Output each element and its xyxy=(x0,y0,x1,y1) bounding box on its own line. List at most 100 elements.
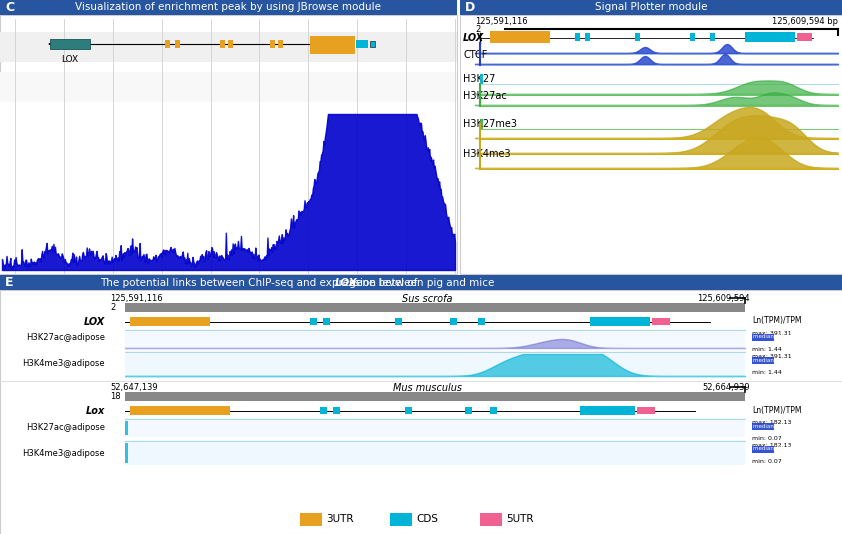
Bar xyxy=(635,33,640,41)
Text: 52,647,139: 52,647,139 xyxy=(110,383,157,392)
Text: median: 46.67: median: 46.67 xyxy=(753,357,793,363)
Text: H3K27ac@adipose: H3K27ac@adipose xyxy=(26,422,105,431)
Text: H3K27me3: H3K27me3 xyxy=(463,119,517,129)
Bar xyxy=(0,32,457,62)
Bar xyxy=(0,15,457,274)
Bar xyxy=(0,102,457,274)
Bar xyxy=(745,32,795,42)
Bar xyxy=(637,407,655,414)
Text: 125,591,116: 125,591,116 xyxy=(475,17,528,26)
Text: min: 0.07: min: 0.07 xyxy=(752,436,781,441)
Bar xyxy=(480,513,502,526)
Text: Ln(TPM)/TPM: Ln(TPM)/TPM xyxy=(752,317,802,326)
Text: 2: 2 xyxy=(475,25,480,34)
Text: H3K4me3@adipose: H3K4me3@adipose xyxy=(23,449,105,458)
Text: min: 0.07: min: 0.07 xyxy=(752,459,781,464)
Text: H3K27ac@adipose: H3K27ac@adipose xyxy=(26,334,105,342)
Text: LOX: LOX xyxy=(83,317,105,327)
Bar xyxy=(175,40,180,48)
Text: max: 182.13: max: 182.13 xyxy=(752,420,791,425)
Bar xyxy=(228,40,233,48)
Text: gene between pig and mice: gene between pig and mice xyxy=(346,278,495,287)
Text: The potential links between ChIP-seq and expression level of: The potential links between ChIP-seq and… xyxy=(100,278,421,287)
Text: max: 391.31: max: 391.31 xyxy=(752,354,791,359)
Bar xyxy=(690,33,695,41)
Bar xyxy=(490,407,497,414)
Bar xyxy=(300,513,322,526)
Text: D: D xyxy=(465,1,475,14)
Bar xyxy=(165,40,170,48)
Bar xyxy=(465,407,472,414)
Bar xyxy=(333,407,340,414)
Bar xyxy=(652,318,670,325)
Bar xyxy=(220,40,225,48)
Bar xyxy=(125,418,745,437)
Text: 3UTR: 3UTR xyxy=(326,514,354,524)
Bar xyxy=(752,446,774,453)
Text: 5UTR: 5UTR xyxy=(506,514,534,524)
Bar xyxy=(125,392,745,401)
Bar xyxy=(125,443,128,463)
Bar xyxy=(270,40,275,48)
Bar xyxy=(0,0,457,15)
Bar xyxy=(460,0,842,15)
Bar xyxy=(370,41,375,47)
Bar xyxy=(323,318,330,325)
Text: LOX: LOX xyxy=(463,33,484,43)
Text: Ln(TPM)/TPM: Ln(TPM)/TPM xyxy=(752,405,802,414)
Bar xyxy=(390,513,412,526)
Text: E: E xyxy=(5,276,13,289)
Text: Mus musculus: Mus musculus xyxy=(393,383,462,393)
Bar xyxy=(125,351,745,376)
Bar xyxy=(320,407,327,414)
Bar xyxy=(480,119,483,129)
Bar xyxy=(580,406,635,415)
Text: 125,609,594 bp: 125,609,594 bp xyxy=(772,17,838,26)
Bar xyxy=(797,33,812,41)
Bar xyxy=(0,275,842,290)
Bar xyxy=(130,317,210,326)
Text: median: 46.67: median: 46.67 xyxy=(753,334,793,340)
Bar xyxy=(125,329,745,348)
Bar xyxy=(585,33,590,41)
Bar xyxy=(405,407,412,414)
Text: H3K27: H3K27 xyxy=(463,74,495,84)
Bar xyxy=(752,423,774,430)
Bar xyxy=(125,440,745,465)
Text: Lox: Lox xyxy=(86,406,105,416)
Bar xyxy=(752,334,774,341)
Text: 2: 2 xyxy=(110,303,115,312)
Text: 52,664,939: 52,664,939 xyxy=(702,383,750,392)
Text: median: 23.15: median: 23.15 xyxy=(753,423,793,428)
Bar xyxy=(752,357,774,364)
Bar xyxy=(395,318,402,325)
Text: CDS: CDS xyxy=(416,514,438,524)
Bar xyxy=(460,15,842,274)
Text: LOX: LOX xyxy=(335,278,358,287)
Text: min: 1.44: min: 1.44 xyxy=(752,347,782,352)
Bar xyxy=(278,40,283,48)
Text: LOX: LOX xyxy=(61,55,78,64)
Bar xyxy=(50,39,90,49)
Text: 125,609,594: 125,609,594 xyxy=(697,294,750,303)
Bar xyxy=(310,36,355,54)
Text: median: 23.15: median: 23.15 xyxy=(753,446,793,452)
Text: Visualization of enrichment peak by using JBrowse module: Visualization of enrichment peak by usin… xyxy=(75,3,381,12)
Bar xyxy=(125,303,745,312)
Bar xyxy=(480,74,483,84)
Text: 125,591,116: 125,591,116 xyxy=(110,294,163,303)
Bar xyxy=(0,72,457,102)
Text: max: 182.13: max: 182.13 xyxy=(752,443,791,448)
Bar xyxy=(575,33,580,41)
Text: 18: 18 xyxy=(110,392,120,401)
Text: Sus scrofa: Sus scrofa xyxy=(402,294,453,304)
Bar xyxy=(710,33,715,41)
Text: CTCF: CTCF xyxy=(463,50,488,60)
Text: Signal Plotter module: Signal Plotter module xyxy=(594,3,707,12)
Bar xyxy=(0,290,842,534)
Text: C: C xyxy=(5,1,14,14)
Bar xyxy=(590,317,650,326)
Bar xyxy=(490,31,550,43)
Text: max: 391.31: max: 391.31 xyxy=(752,331,791,336)
Bar xyxy=(130,406,230,415)
